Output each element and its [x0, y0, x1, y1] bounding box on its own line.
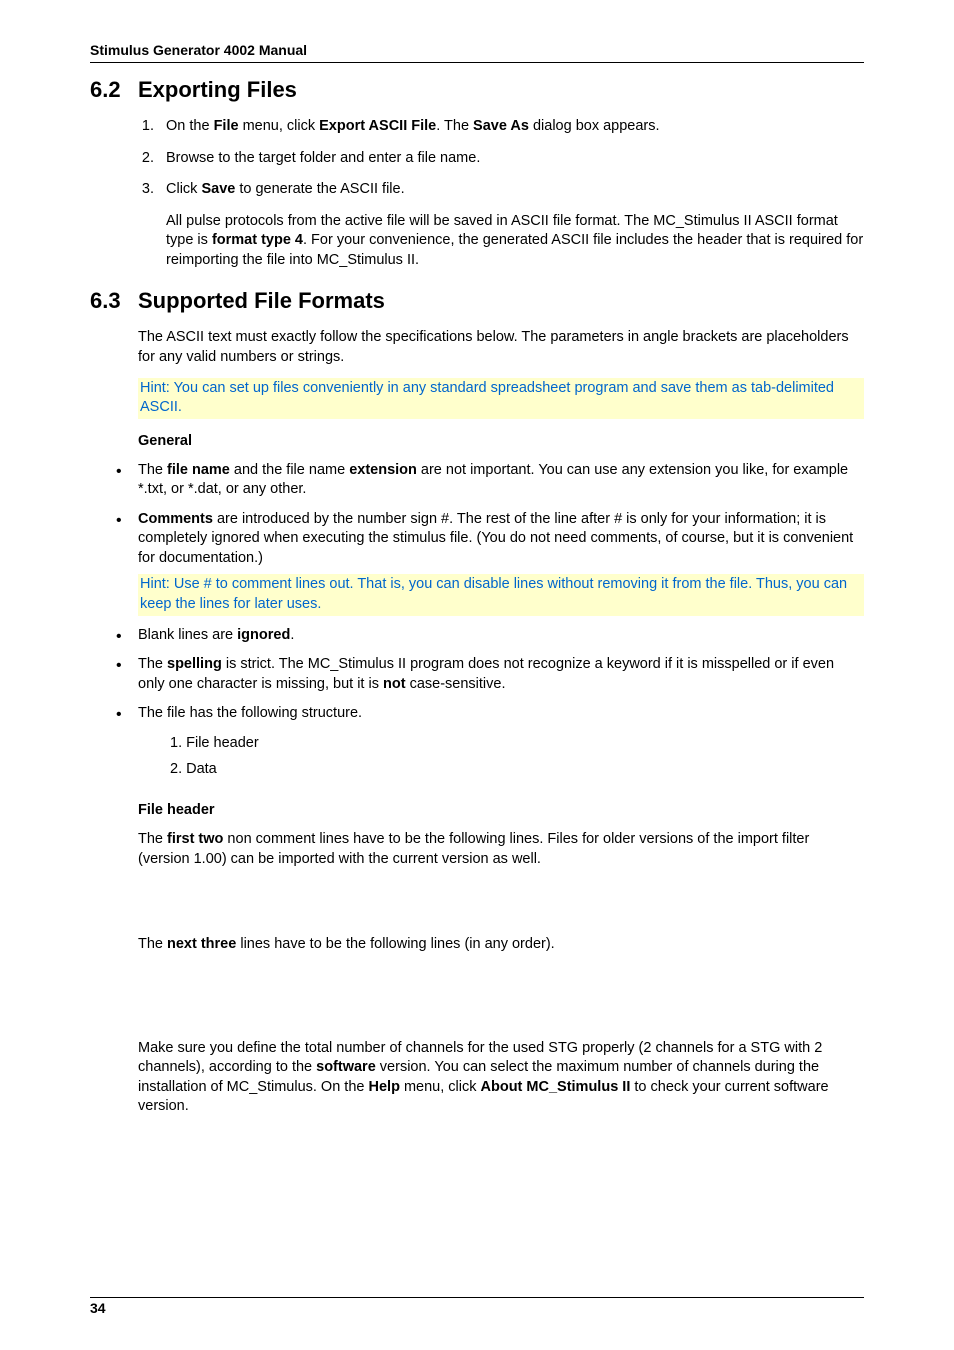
general-bullets: The file name and the file name extensio…: [106, 461, 864, 782]
hint-box-1: Hint: You can set up files conveniently …: [138, 378, 864, 419]
after-formattype: format type 4: [212, 232, 303, 248]
fh2-pre: The: [138, 936, 167, 952]
fn-b1: file name: [167, 462, 230, 478]
fh3-mid2: menu, click: [400, 1079, 481, 1095]
step-1: On the File menu, click Export ASCII Fil…: [158, 117, 864, 137]
fh2-post: lines have to be the following lines (in…: [236, 936, 554, 952]
cm-b: Comments: [138, 511, 213, 527]
bullet-comments: Comments are introduced by the number si…: [106, 510, 864, 616]
bullet-spelling: The spelling is strict. The MC_Stimulus …: [106, 655, 864, 694]
bl-post: .: [290, 627, 294, 643]
sp-b2: not: [383, 676, 406, 692]
intro-para: The ASCII text must exactly follow the s…: [138, 328, 864, 367]
bl-pre: Blank lines are: [138, 627, 237, 643]
step-1-post: dialog box appears.: [529, 118, 660, 134]
sp-post: case-sensitive.: [406, 676, 506, 692]
fn-mid1: and the file name: [230, 462, 349, 478]
fn-pre: The: [138, 462, 167, 478]
fh1-pre: The: [138, 831, 167, 847]
step-1-export: Export ASCII File: [319, 118, 436, 134]
bullet-blank: Blank lines are ignored.: [106, 626, 864, 646]
section-6-3-number: 6.3: [90, 288, 138, 314]
fh3-b1: software: [316, 1059, 376, 1075]
running-header: Stimulus Generator 4002 Manual: [90, 42, 864, 58]
fh3-b2: Help: [369, 1079, 400, 1095]
sp-pre: The: [138, 656, 167, 672]
step-3-post: to generate the ASCII file.: [235, 181, 404, 197]
file-header-p1: The first two non comment lines have to …: [138, 830, 864, 869]
page-footer: 34: [90, 1297, 864, 1316]
cm-post: are introduced by the number sign #. The…: [138, 511, 853, 566]
sp-b1: spelling: [167, 656, 222, 672]
step-3-save: Save: [201, 181, 235, 197]
footer-rule: [90, 1297, 864, 1298]
file-header-p3: Make sure you define the total number of…: [138, 1039, 864, 1117]
step-1-mid1: menu, click: [239, 118, 320, 134]
step-1-mid2: . The: [436, 118, 473, 134]
header-rule: [90, 62, 864, 63]
step-1-file: File: [214, 118, 239, 134]
export-steps-list: On the File menu, click Export ASCII Fil…: [138, 117, 864, 200]
hint-box-2: Hint: Use # to comment lines out. That i…: [138, 574, 864, 615]
section-6-2-heading: 6.2 Exporting Files: [90, 77, 864, 103]
file-header-p2: The next three lines have to be the foll…: [138, 935, 864, 955]
file-header-subheader: File header: [138, 802, 864, 818]
bullet-filename: The file name and the file name extensio…: [106, 461, 864, 500]
section-6-2-title: Exporting Files: [138, 77, 297, 103]
struct-1: 1. File header: [170, 730, 864, 756]
struct-2: 2. Data: [170, 756, 864, 782]
bullet-structure: The file has the following structure. 1.…: [106, 704, 864, 782]
step-2: Browse to the target folder and enter a …: [158, 149, 864, 169]
bl-b: ignored: [237, 627, 290, 643]
fh1-b: first two: [167, 831, 223, 847]
fh2-b: next three: [167, 936, 236, 952]
step-3: Click Save to generate the ASCII file.: [158, 180, 864, 200]
section-6-3-heading: 6.3 Supported File Formats: [90, 288, 864, 314]
step-3-pre: Click: [166, 181, 201, 197]
step-1-saveas: Save As: [473, 118, 529, 134]
fh1-post: non comment lines have to be the followi…: [138, 831, 809, 867]
section-6-3-title: Supported File Formats: [138, 288, 385, 314]
section-6-2-number: 6.2: [90, 77, 138, 103]
after-steps-para: All pulse protocols from the active file…: [166, 212, 864, 271]
step-1-text: On the: [166, 118, 214, 134]
general-subheader: General: [138, 433, 864, 449]
fh3-b3: About MC_Stimulus II: [481, 1079, 631, 1095]
fn-b2: extension: [349, 462, 417, 478]
page-number: 34: [90, 1300, 864, 1316]
st-pre: The file has the following structure.: [138, 705, 362, 721]
